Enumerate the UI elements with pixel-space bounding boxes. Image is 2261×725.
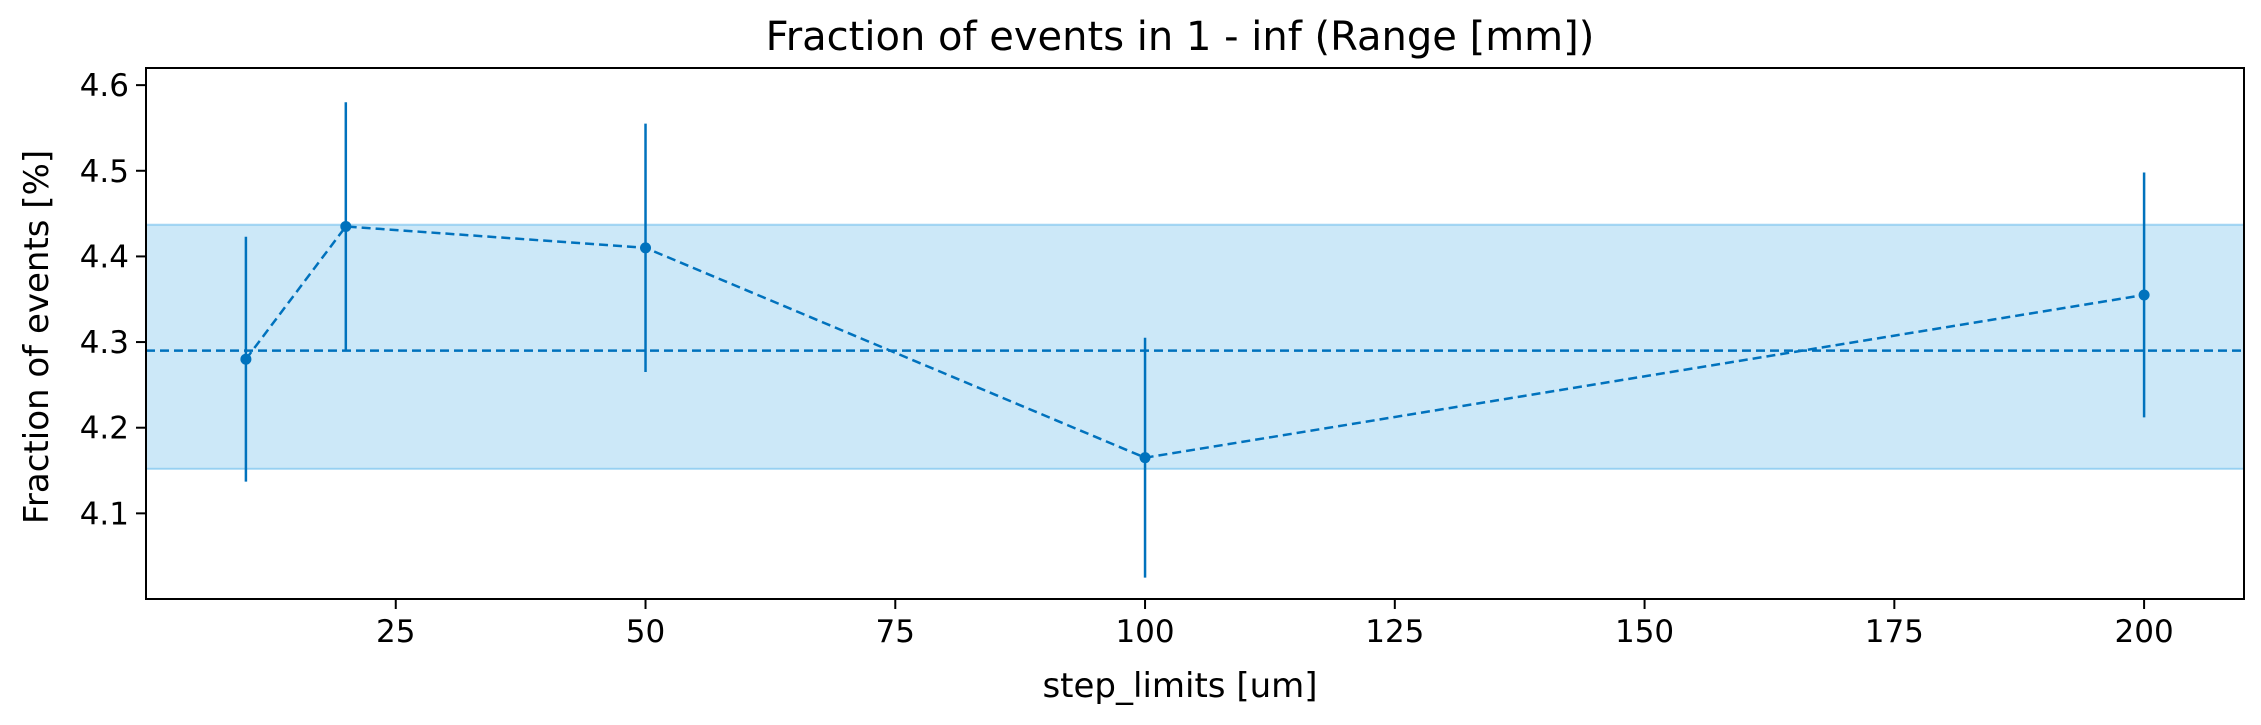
data-point <box>640 242 652 254</box>
chart-title: Fraction of events in 1 - inf (Range [mm… <box>766 14 1595 60</box>
data-point <box>1139 452 1151 464</box>
data-point <box>2138 289 2150 301</box>
y-tick-label: 4.4 <box>80 239 129 275</box>
y-axis-label: Fraction of events [%] <box>17 150 57 524</box>
y-tick-label: 4.5 <box>80 154 129 190</box>
y-tick-label: 4.2 <box>80 411 129 447</box>
plot-area: 25 50 75 100 125 150 175 200 4.1 4.2 4.3 4.4 4.5 4.6 <box>80 67 2245 650</box>
x-tick-label: 50 <box>626 614 665 650</box>
y-tick-label: 4.6 <box>80 68 129 104</box>
axes-frame <box>145 67 2245 600</box>
y-tick-label: 4.1 <box>80 496 129 532</box>
data-point <box>240 353 252 365</box>
x-tick-label: 175 <box>1865 614 1924 650</box>
x-tick-label: 200 <box>2115 614 2174 650</box>
x-tick-label: 25 <box>376 614 415 650</box>
x-tick-label: 75 <box>876 614 915 650</box>
uncertainty-band <box>145 223 2245 470</box>
y-tick-label: 4.3 <box>80 325 129 361</box>
x-axis-label: step_limits [um] <box>1042 666 1317 706</box>
x-tick-label: 150 <box>1615 614 1674 650</box>
data-point <box>340 220 352 232</box>
x-tick-label: 100 <box>1115 614 1174 650</box>
x-tick-label: 125 <box>1365 614 1424 650</box>
